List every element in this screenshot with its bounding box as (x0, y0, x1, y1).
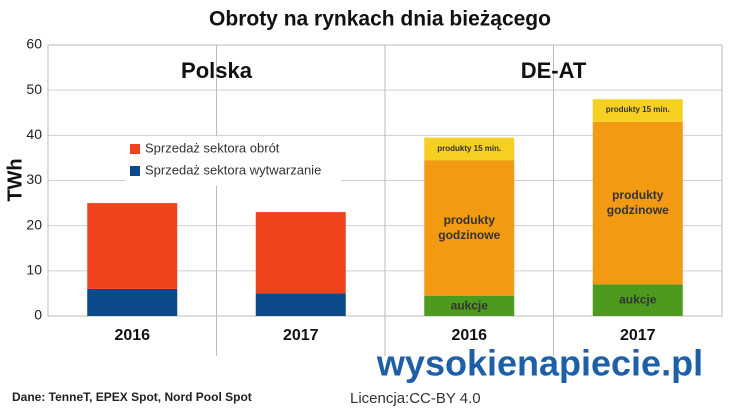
bar-segment (87, 203, 178, 289)
x-tick-label: 2016 (451, 327, 487, 344)
legend-label: Sprzedaż sektora wytwarzanie (145, 162, 321, 177)
y-axis-title: TWh (4, 158, 26, 201)
segment-label: aukcje (450, 298, 488, 313)
x-tick-label: 2017 (620, 327, 656, 344)
segment-label: produkty godzinowe (606, 188, 669, 218)
license: Licencja:CC-BY 4.0 (350, 390, 481, 407)
segment-label: produkty godzinowe (438, 212, 501, 242)
logo: wysokienapiecie.pl (376, 343, 703, 384)
group-label: Polska (181, 58, 253, 83)
chart-title: Obroty na rynkach dnia bieżącego (209, 8, 551, 31)
legend-label: Sprzedaż sektora obrót (145, 140, 280, 155)
y-tick-label: 10 (26, 262, 42, 278)
bar-segment (592, 121, 683, 285)
bar-segment (592, 284, 683, 316)
x-tick-label: 2016 (114, 327, 150, 344)
y-tick-label: 20 (26, 216, 42, 232)
x-tick-label: 2017 (283, 327, 319, 344)
y-tick-label: 60 (26, 36, 42, 52)
legend-box (126, 136, 341, 186)
bar-segment (255, 212, 346, 294)
source: Dane: TenneT, EPEX Spot, Nord Pool Spot (12, 390, 252, 404)
bar-segment (87, 288, 178, 316)
segment-label: produkty 15 min. (605, 105, 670, 115)
bar-segment (592, 99, 683, 122)
group-label: DE-AT (521, 58, 587, 83)
y-tick-label: 40 (26, 126, 42, 142)
y-tick-label: 30 (26, 171, 42, 187)
y-tick-label: 50 (26, 81, 42, 97)
bar-segment (424, 137, 515, 161)
bar-segment (424, 295, 515, 316)
bar-segment (255, 293, 346, 316)
legend-swatch (130, 166, 140, 176)
bar-segment (424, 160, 515, 296)
y-tick-label: 0 (34, 307, 42, 323)
segment-label: aukcje (619, 292, 657, 307)
segment-label: produkty 15 min. (437, 143, 502, 153)
legend-swatch (130, 144, 140, 154)
